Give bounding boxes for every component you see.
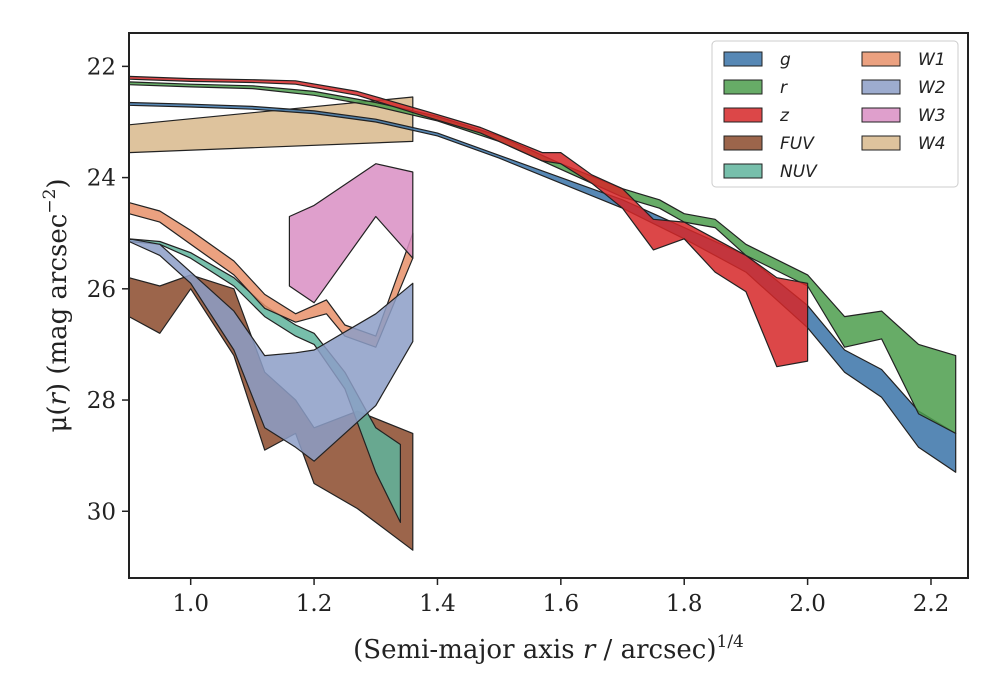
y-axis-ticks: 22 24 26 28 30 bbox=[87, 54, 129, 525]
y-tick-label: 22 bbox=[87, 54, 116, 80]
x-tick-label: 2.2 bbox=[913, 591, 950, 617]
legend-label-g: g bbox=[780, 50, 791, 70]
x-axis-label-tail: / arcsec) bbox=[595, 635, 716, 665]
x-tick-label: 2.0 bbox=[789, 591, 826, 617]
legend-swatch-w1 bbox=[861, 51, 901, 67]
legend-swatch-w4 bbox=[861, 135, 901, 151]
x-axis-label-var: r bbox=[583, 635, 597, 665]
legend-swatch-fuv bbox=[723, 135, 763, 151]
legend-label-w2: W2 bbox=[918, 78, 946, 98]
x-axis-label-sup: 1/4 bbox=[717, 632, 744, 652]
legend-swatch-nuv bbox=[723, 163, 763, 179]
legend-swatch-r bbox=[723, 79, 763, 95]
plot-frame bbox=[128, 32, 969, 579]
legend: grz FUV NUV W1 W2 W3 W4 bbox=[711, 40, 959, 188]
legend-swatch-w3 bbox=[861, 107, 901, 123]
legend-swatch-z bbox=[723, 107, 763, 123]
y-tick-label: 30 bbox=[87, 499, 116, 525]
x-axis-ticks: 1.0 1.2 1.4 1.6 1.8 2.0 2.2 bbox=[172, 578, 949, 617]
legend-label-w4: W4 bbox=[918, 134, 946, 154]
legend-label-fuv: FUV bbox=[780, 134, 815, 154]
y-axis-label-sup: −2 bbox=[40, 189, 60, 214]
legend-label-w1: W1 bbox=[918, 50, 946, 70]
legend-label-r: r bbox=[780, 78, 788, 98]
x-tick-label: 1.6 bbox=[543, 591, 580, 617]
x-axis-label-main: (Semi-major axis bbox=[353, 635, 583, 665]
y-tick-label: 28 bbox=[87, 388, 116, 414]
y-axis-label-close: ) bbox=[43, 178, 73, 188]
data-bands bbox=[128, 75, 957, 551]
band-g bbox=[128, 101, 957, 473]
legend-label-w3: W3 bbox=[918, 106, 946, 126]
legend-label-nuv: NUV bbox=[780, 162, 818, 182]
x-tick-label: 1.2 bbox=[296, 591, 333, 617]
legend-swatch-w2 bbox=[861, 79, 901, 95]
band-w3 bbox=[288, 163, 414, 304]
x-tick-label: 1.8 bbox=[666, 591, 703, 617]
y-axis-label-tail: ) (mag arcsec bbox=[43, 214, 73, 393]
y-axis-label-main: μ( bbox=[43, 406, 73, 433]
band-w2 bbox=[128, 238, 414, 462]
y-axis-label-var: r bbox=[43, 392, 73, 406]
x-tick-label: 1.4 bbox=[419, 591, 456, 617]
x-axis-label: (Semi-major axis r / arcsec)1/4 bbox=[353, 632, 744, 665]
y-axis-label: μ(r) (mag arcsec−2) bbox=[40, 178, 73, 432]
y-tick-label: 24 bbox=[87, 166, 116, 192]
legend-label-z: z bbox=[779, 106, 790, 126]
band-z bbox=[128, 75, 809, 368]
legend-swatch-g bbox=[723, 51, 763, 67]
y-tick-label: 26 bbox=[87, 277, 116, 303]
x-tick-label: 1.0 bbox=[172, 591, 209, 617]
